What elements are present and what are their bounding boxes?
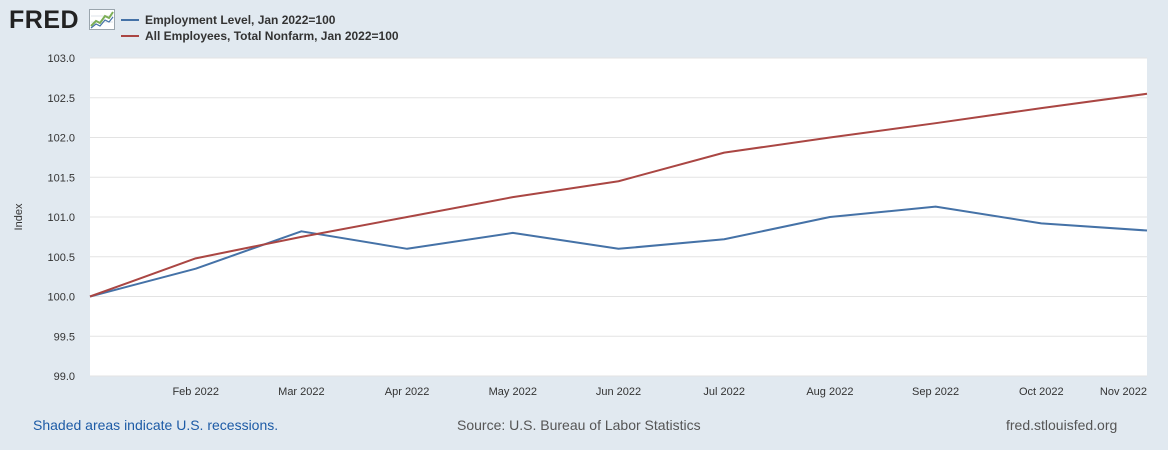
data-point[interactable] xyxy=(405,247,409,251)
data-point[interactable] xyxy=(194,256,198,260)
y-tick-label: 100.5 xyxy=(47,252,75,264)
data-point[interactable] xyxy=(934,205,938,209)
y-axis-tick-labels: 99.0 99.5 100.0 100.5 101.0 101.5 102.0 102.5 10… xyxy=(13,53,75,383)
x-tick-label: Mar 2022 xyxy=(278,386,324,398)
data-point[interactable] xyxy=(617,179,621,183)
legend-label: All Employees, Total Nonfarm, Jan 2022=1… xyxy=(145,29,399,43)
x-axis-tick-labels: Feb 2022 Mar 2022 Apr 2022 May 2022 Jun 2022… xyxy=(172,386,1147,398)
data-point[interactable] xyxy=(299,235,303,239)
data-point[interactable] xyxy=(828,215,832,219)
y-tick-label: 103.0 xyxy=(47,53,75,65)
chart-legend: Employment Level, Jan 2022=100 All Emplo… xyxy=(121,12,399,44)
legend-item-employment-level[interactable]: Employment Level, Jan 2022=100 xyxy=(121,12,399,28)
grid-lines xyxy=(90,57,1147,377)
x-tick-label: Aug 2022 xyxy=(806,386,853,398)
y-tick-label: 100.0 xyxy=(47,292,75,304)
trend-chart-icon xyxy=(89,9,115,30)
y-tick-label: 101.5 xyxy=(47,172,75,184)
data-point[interactable] xyxy=(934,121,938,125)
legend-label: Employment Level, Jan 2022=100 xyxy=(145,13,336,27)
series-line-nonfarm-employees[interactable] xyxy=(89,92,1148,298)
source-text: Source: U.S. Bureau of Labor Statistics xyxy=(457,417,701,433)
data-series xyxy=(88,92,1149,299)
data-point[interactable] xyxy=(194,267,198,271)
y-tick-label: 102.0 xyxy=(47,133,75,145)
data-point[interactable] xyxy=(1039,221,1043,225)
data-point[interactable] xyxy=(1145,229,1149,233)
x-tick-label: Sep 2022 xyxy=(912,386,959,398)
legend-swatch-blue xyxy=(121,19,139,21)
data-point[interactable] xyxy=(722,151,726,155)
data-point[interactable] xyxy=(88,295,92,299)
data-point[interactable] xyxy=(1039,106,1043,110)
y-tick-label: 99.5 xyxy=(54,331,75,343)
data-point[interactable] xyxy=(617,247,621,251)
data-point[interactable] xyxy=(405,215,409,219)
data-point[interactable] xyxy=(511,231,515,235)
recession-note-link[interactable]: Shaded areas indicate U.S. recessions. xyxy=(33,417,279,433)
legend-swatch-red xyxy=(121,35,139,37)
y-tick-label: 99.0 xyxy=(54,371,75,383)
x-tick-label: Jul 2022 xyxy=(703,386,745,398)
x-tick-label: Apr 2022 xyxy=(385,386,430,398)
y-axis-title: Index xyxy=(13,203,25,230)
data-point[interactable] xyxy=(722,237,726,241)
x-tick-label: Jun 2022 xyxy=(596,386,641,398)
y-tick-label: 101.0 xyxy=(47,212,75,224)
data-point[interactable] xyxy=(511,195,515,199)
y-tick-label: 102.5 xyxy=(47,93,75,105)
data-point[interactable] xyxy=(1145,92,1149,96)
legend-item-nonfarm-employees[interactable]: All Employees, Total Nonfarm, Jan 2022=1… xyxy=(121,28,399,44)
x-tick-label: Nov 2022 xyxy=(1100,386,1147,398)
x-tick-label: Oct 2022 xyxy=(1019,386,1064,398)
fred-logo[interactable]: FRED xyxy=(9,6,80,34)
x-tick-label: Feb 2022 xyxy=(172,386,218,398)
site-url[interactable]: fred.stlouisfed.org xyxy=(1006,417,1118,433)
chart-header: FRED Employment Level, Jan 2022=100 All … xyxy=(0,0,1168,50)
data-point[interactable] xyxy=(299,229,303,233)
data-point[interactable] xyxy=(828,136,832,140)
x-tick-label: May 2022 xyxy=(489,386,537,398)
